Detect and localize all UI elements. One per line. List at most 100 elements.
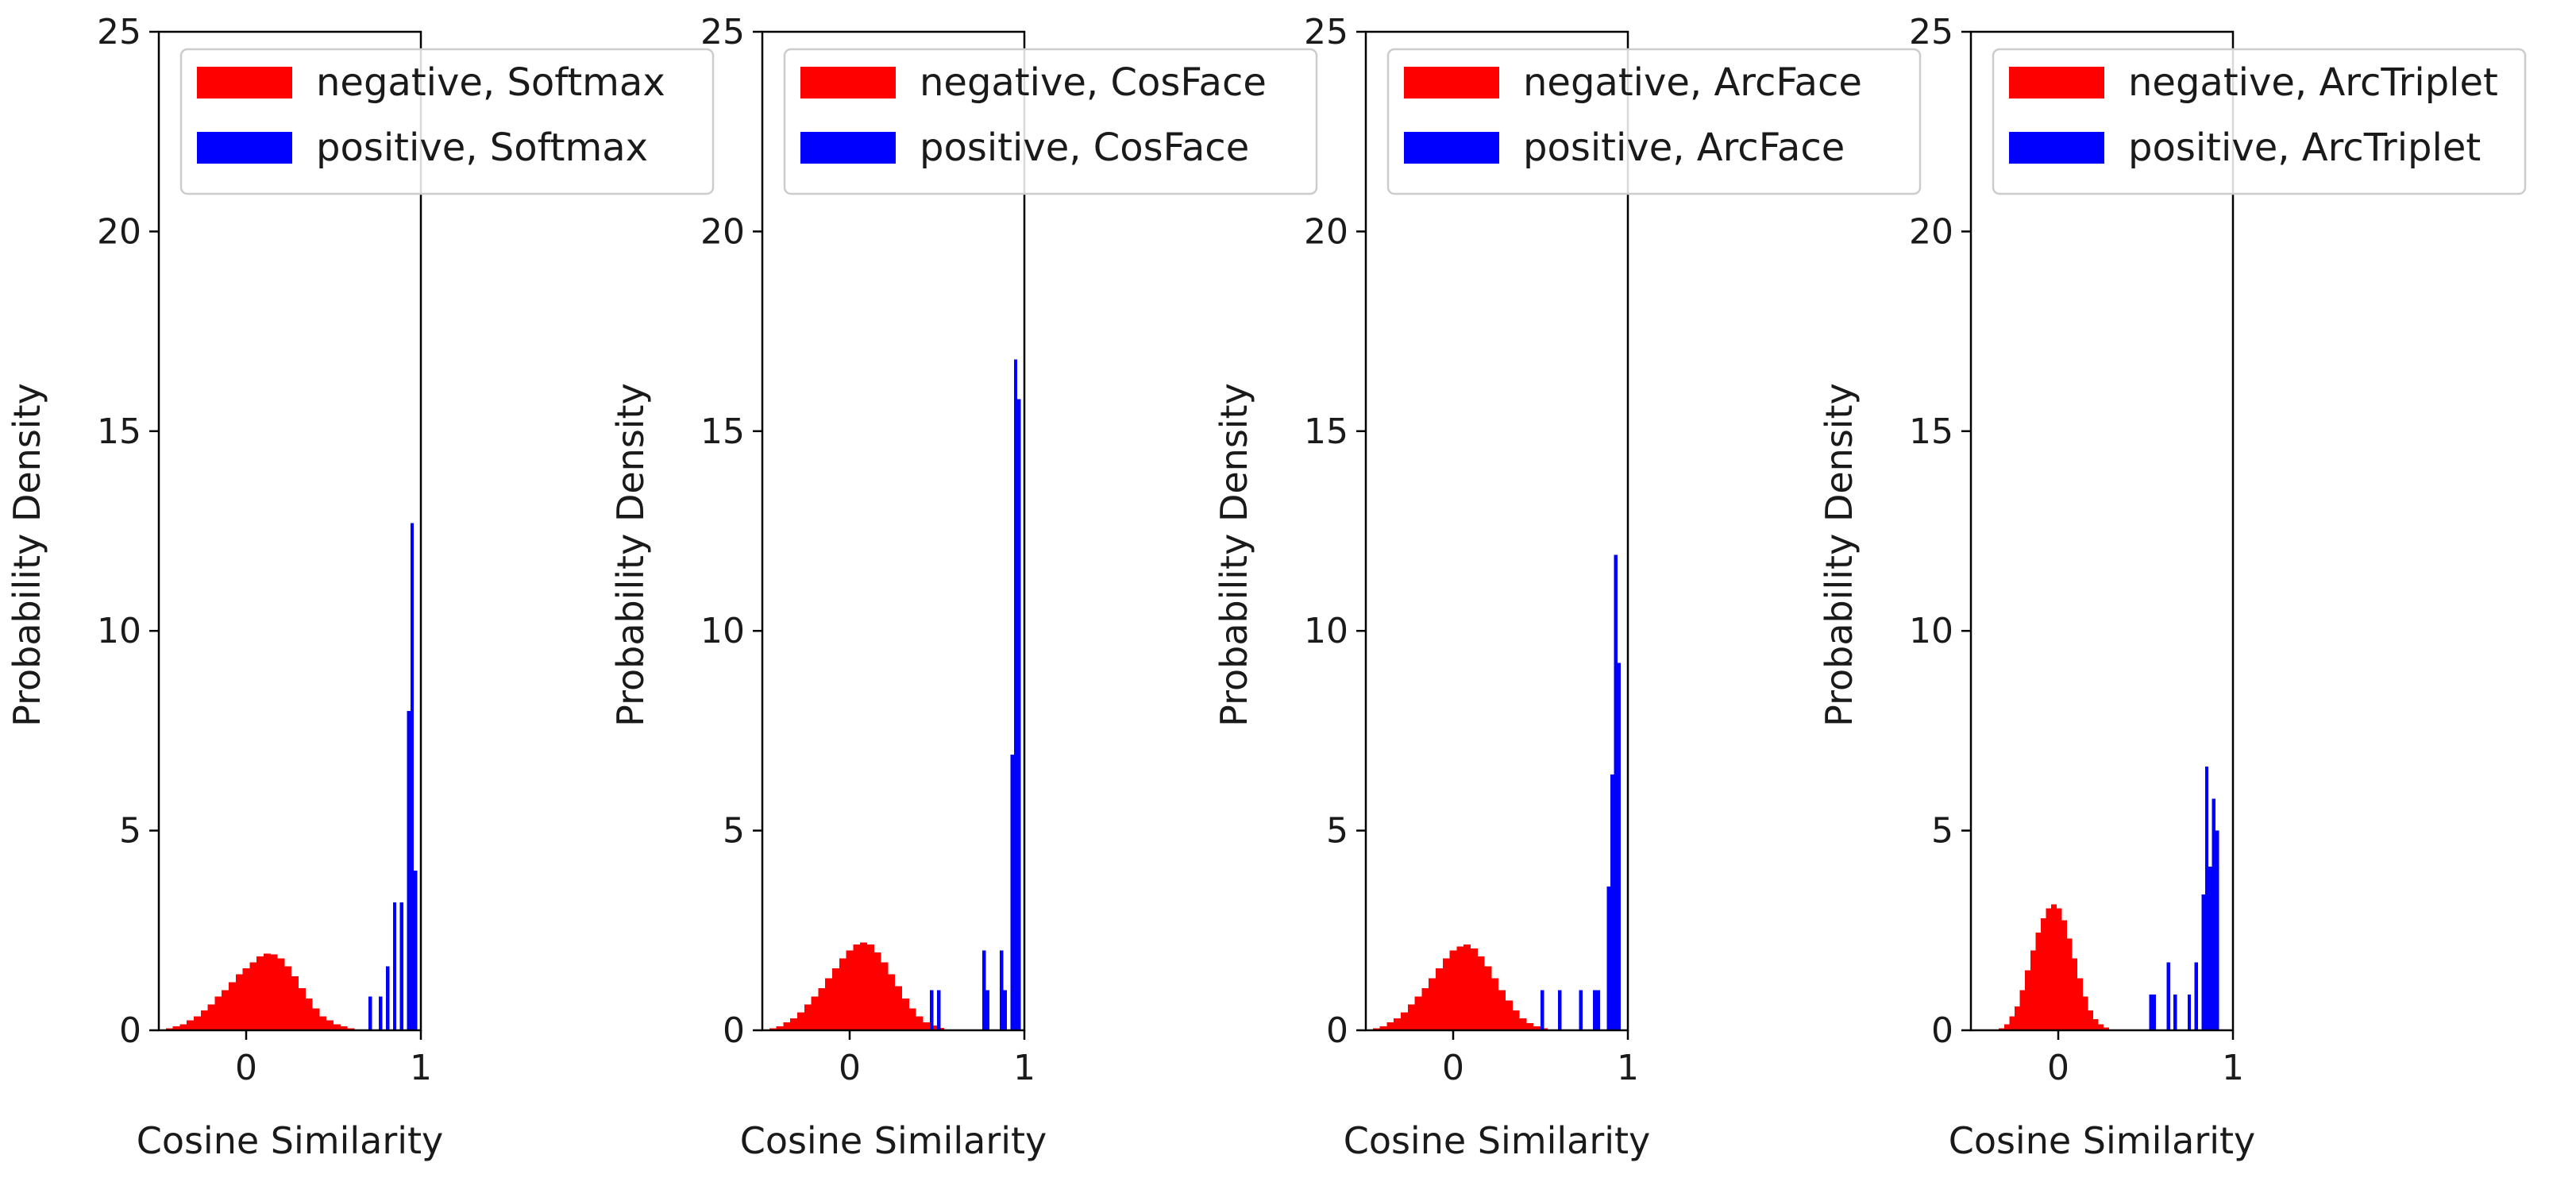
histogram-bar [867,944,874,1030]
histogram-bar [1606,886,1610,1030]
axes-frame [761,30,1026,1032]
y-tick-label: 15 [97,411,141,452]
histogram-bar [229,982,236,1030]
histogram-bar [1407,1004,1415,1030]
histogram-bar [386,966,390,1030]
histogram-bar [165,1028,173,1030]
series-negative [769,942,944,1030]
histogram-bar [811,996,819,1030]
x-axis-label: Cosine Similarity [740,1119,1047,1162]
legend-label: negative, ArcFace [1523,60,1862,105]
histogram-bar [797,1012,804,1030]
y-tick-label: 0 [1326,1010,1348,1051]
legend-swatch [1404,67,1499,98]
series-negative [1999,904,2109,1030]
histogram-bar [818,988,826,1030]
histogram-bar [2098,1024,2104,1030]
legend-label: positive, ArcTriplet [2128,126,2481,170]
y-tick-label: 5 [1326,811,1348,852]
histogram-bar [414,870,418,1030]
histogram-bar [873,952,881,1030]
histogram-bar [179,1024,187,1030]
histogram-bar [860,942,867,1030]
y-tick-label: 10 [97,611,141,651]
histogram-bar [2149,994,2157,1030]
histogram-bar [825,978,832,1030]
histogram-bar [379,996,383,1030]
histogram-bar [1386,1022,1394,1030]
y-tick-label: 5 [723,811,745,852]
y-tick-label: 20 [700,211,745,252]
series-negative [1372,944,1548,1030]
x-tick-label: 1 [1013,1048,1035,1088]
histogram-bar [1506,1000,1513,1030]
histogram-bar [2072,958,2078,1030]
histogram-bar [1013,359,1018,1030]
histogram-bar [1394,1018,1401,1030]
histogram-bar [937,990,941,1030]
histogram-bar [235,974,243,1030]
histogram-bar [895,986,902,1030]
histogram-bar [187,1020,194,1030]
x-tick-label: 0 [235,1048,257,1088]
histogram-bar [2093,1018,2099,1030]
histogram-bar [347,1028,355,1030]
histogram-bar [1436,968,1443,1030]
histogram-bar [2077,978,2083,1030]
histogram-bar [270,954,278,1030]
y-tick-label: 15 [700,411,745,452]
histogram-bar [1401,1012,1408,1030]
histogram-bar [776,1026,784,1030]
legend-label: negative, ArcTriplet [2128,60,2498,105]
histogram-bar [277,958,285,1030]
y-tick-label: 20 [1909,211,1953,252]
histogram-bar [769,1028,777,1030]
histogram-bar [2212,798,2215,1030]
y-tick-label: 25 [700,12,745,52]
histogram-bar [982,950,986,1030]
legend-box [783,48,1318,195]
y-axis-label: Probability Density [609,383,652,727]
histogram-bar [207,1004,215,1030]
histogram-bar [888,974,896,1030]
y-tick-label: 10 [700,611,745,651]
histogram-bar [839,958,846,1030]
histogram-bar [1484,966,1492,1030]
histogram-bar [326,1020,334,1030]
histogram-bar [334,1024,341,1030]
histogram-bar [1429,978,1436,1030]
histogram-bar [249,962,257,1030]
histogram-bar [2009,1016,2015,1030]
y-tick-label: 0 [1931,1010,1953,1051]
legend: negative, Softmax positive, Softmax [179,48,715,195]
histogram-bar [2051,904,2057,1030]
panel-4: 0 5 10 15 20 25 0 1 Cosine Similarity Probability… [1818,12,2527,1162]
y-tick-label: 20 [97,211,141,252]
histogram-bar [1579,990,1583,1030]
histogram-bar [1558,990,1562,1030]
histogram-bar [783,1022,791,1030]
histogram-bar [832,968,839,1030]
histogram-bar [930,990,934,1030]
histogram-bar [1491,978,1499,1030]
histogram-bar [2035,932,2041,1030]
legend-swatch [1404,132,1499,164]
histogram-bar [916,1016,924,1030]
histogram-bar [1596,990,1600,1030]
histogram-bar [340,1026,348,1030]
axes-frame [1969,30,2235,1032]
panel-1: 0 5 10 15 20 25 0 1 Cosine Similarity Probability… [6,12,715,1162]
x-tick-label: 0 [839,1048,861,1088]
legend-label: positive, ArcFace [1523,126,1845,170]
histogram-bar [2166,962,2170,1030]
histogram-bar [2003,1024,2010,1030]
histogram-bar [1017,399,1021,1031]
legend-swatch [197,67,292,98]
histogram-bar [410,523,415,1030]
legend: negative, CosFace positive, CosFace [783,48,1318,195]
legend-swatch [2009,132,2104,164]
histogram-bar [2204,767,2209,1030]
histogram-bar [1421,988,1429,1030]
histogram-bar [1414,996,1422,1030]
histogram-bar [2041,918,2046,1030]
